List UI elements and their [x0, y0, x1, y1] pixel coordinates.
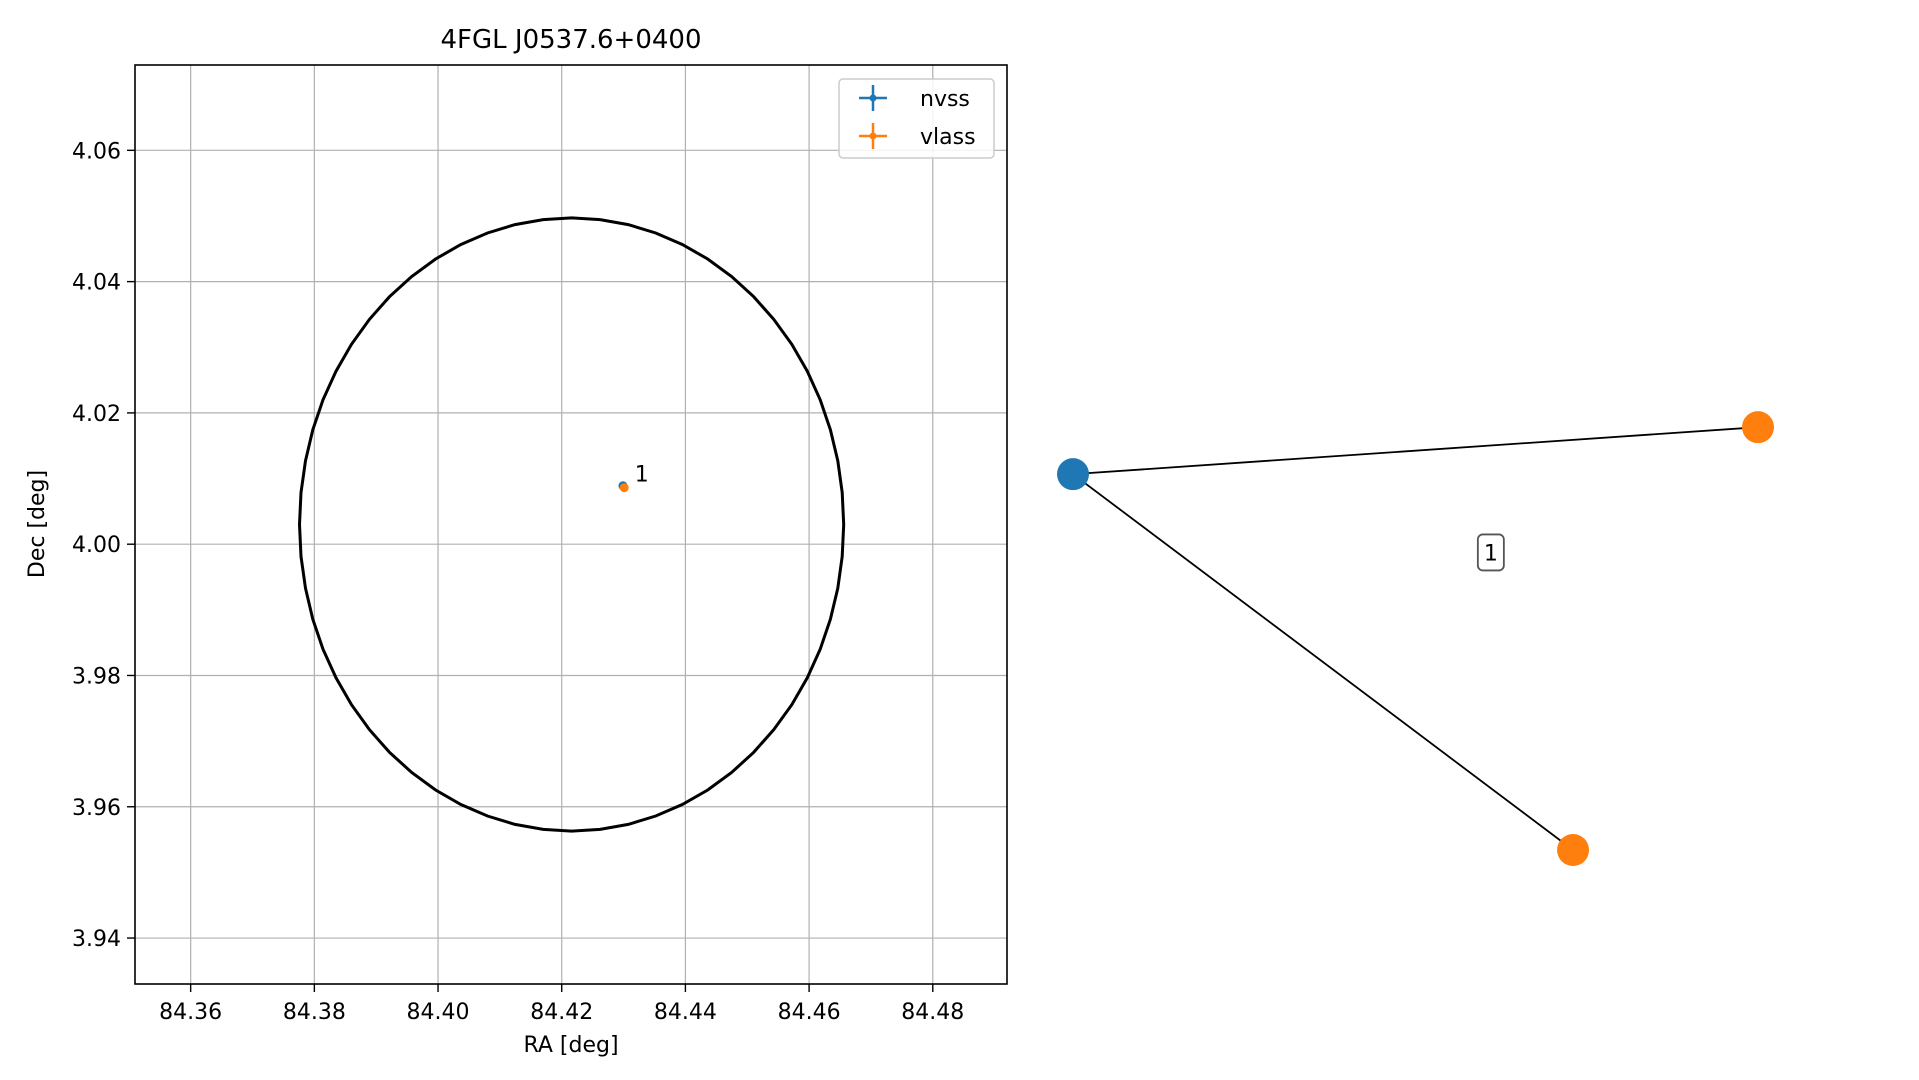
network-label-box	[1476, 533, 1505, 572]
y-tick-label: 4.00	[72, 533, 121, 558]
y-tick-label: 3.96	[72, 796, 121, 821]
x-axis-ticks: 84.36 84.38 84.40 84.42 84.44 84.46 84.48	[159, 984, 964, 1025]
y-tick-label: 4.06	[72, 139, 121, 164]
x-tick-label: 84.38	[283, 1000, 346, 1025]
edge-nvss-node-vlass-node-2	[1072, 473, 1574, 851]
y-tick-label: 4.02	[72, 402, 121, 427]
edge-nvss-node-vlass-node-1	[1072, 426, 1759, 476]
network-label-text: 1	[1484, 541, 1498, 566]
network-label: 1	[1476, 533, 1505, 572]
legend-label-nvss: nvss	[920, 87, 970, 112]
legend-marker-vlass	[859, 123, 887, 149]
y-tick-label: 4.04	[72, 271, 121, 296]
scatter-plot: 1 84.36 84.38 84.40 84.42 84.44 84.46 84.48 3.…	[25, 25, 1008, 1058]
vlass-node-2	[1557, 834, 1590, 866]
legend: nvss vlass	[838, 78, 995, 159]
localization-ellipse	[297, 216, 846, 833]
nvss-node	[1057, 458, 1089, 491]
y-axis-label: Dec [deg]	[25, 470, 50, 578]
x-tick-label: 84.44	[654, 1000, 717, 1025]
y-tick-label: 3.94	[72, 927, 121, 952]
chart-title: 4FGL J0537.6+0400	[441, 25, 702, 55]
x-tick-label: 84.42	[530, 1000, 593, 1025]
network-nodes	[1057, 411, 1774, 866]
vlass-node-1	[1742, 411, 1774, 444]
point-annotation: 1	[635, 462, 649, 487]
x-gridlines	[190, 65, 934, 984]
x-tick-label: 84.48	[901, 1000, 964, 1025]
network-edges	[1072, 426, 1759, 851]
x-axis-label: RA [deg]	[523, 1033, 618, 1058]
plot-frame	[134, 64, 1008, 985]
y-tick-label: 3.98	[72, 664, 121, 689]
network-graph: 1	[1057, 411, 1774, 866]
data-points	[618, 481, 629, 493]
point-vlass	[619, 483, 629, 493]
legend-label-vlass: vlass	[920, 125, 976, 150]
x-tick-label: 84.46	[778, 1000, 841, 1025]
y-axis-ticks: 3.94 3.96 3.98 4.00 4.02 4.04 4.06	[72, 139, 135, 952]
x-tick-label: 84.40	[407, 1000, 470, 1025]
y-gridlines	[135, 149, 1007, 939]
x-tick-label: 84.36	[159, 1000, 222, 1025]
legend-marker-nvss	[859, 85, 887, 111]
